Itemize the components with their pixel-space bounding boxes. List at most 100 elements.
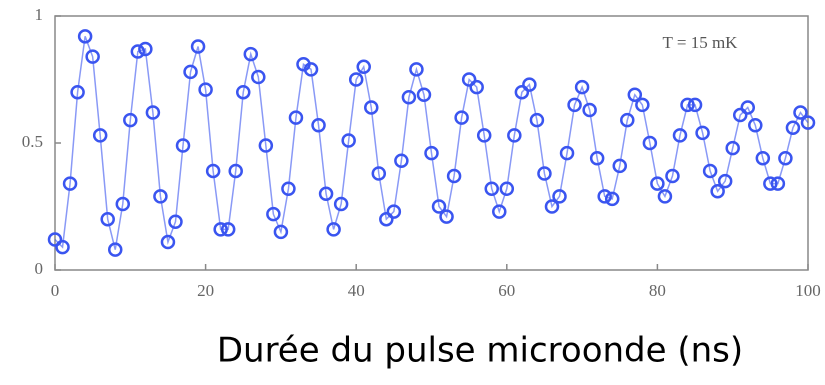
data-point xyxy=(567,97,582,113)
data-point xyxy=(153,189,168,204)
data-point xyxy=(62,176,78,191)
data-point xyxy=(288,110,304,125)
data-point xyxy=(326,222,341,237)
data-point xyxy=(190,39,206,54)
data-point xyxy=(574,79,590,95)
data-point xyxy=(77,29,93,44)
data-point xyxy=(657,189,673,204)
data-point xyxy=(70,84,85,100)
data-point xyxy=(665,168,680,184)
data-point xyxy=(251,69,266,85)
data-point xyxy=(778,150,793,166)
data-point xyxy=(469,79,484,95)
x-axis-label: Durée du pulse microonde (ns) xyxy=(217,331,743,371)
data-point xyxy=(228,163,243,179)
y-tick-label: 0.5 xyxy=(22,132,43,151)
data-point xyxy=(431,199,447,214)
data-point xyxy=(612,158,627,174)
data-point xyxy=(243,46,259,62)
data-point xyxy=(582,102,597,118)
data-point xyxy=(220,222,236,237)
data-point xyxy=(770,176,786,191)
data-point xyxy=(717,173,733,189)
data-point xyxy=(439,209,454,224)
data-point xyxy=(213,222,228,237)
data-point xyxy=(145,105,161,120)
data-point xyxy=(800,115,816,130)
data-point xyxy=(100,211,115,227)
data-point xyxy=(198,82,213,97)
data-point xyxy=(341,133,356,148)
data-point xyxy=(604,191,620,207)
data-point xyxy=(168,214,183,229)
plot-frame xyxy=(54,15,809,271)
data-point xyxy=(793,105,808,120)
data-point xyxy=(183,64,198,80)
data-point xyxy=(454,110,469,125)
data-point xyxy=(303,62,319,77)
x-tick-label: 80 xyxy=(649,281,666,300)
data-point xyxy=(484,181,499,196)
data-point xyxy=(107,242,123,257)
data-point xyxy=(537,166,552,181)
x-tick-label: 60 xyxy=(498,281,515,300)
data-point xyxy=(379,211,394,227)
data-point xyxy=(702,163,718,179)
x-tick-label: 20 xyxy=(197,281,214,300)
data-point xyxy=(635,97,650,113)
data-point xyxy=(281,181,296,196)
data-point xyxy=(748,117,763,133)
data-point xyxy=(364,100,379,115)
data-point xyxy=(476,128,492,143)
data-point xyxy=(266,206,281,222)
data-point xyxy=(348,72,364,87)
data-point xyxy=(695,125,710,141)
data-point xyxy=(687,97,703,113)
data-point xyxy=(650,176,665,191)
data-point xyxy=(627,87,643,102)
data-point xyxy=(552,189,567,204)
data-point xyxy=(755,150,771,166)
data-point xyxy=(236,84,251,100)
data-point xyxy=(461,72,477,87)
data-point xyxy=(85,49,100,64)
data-point xyxy=(725,140,740,156)
data-point xyxy=(529,112,545,128)
data-point xyxy=(371,166,387,181)
data-point xyxy=(559,145,575,161)
y-tick-label: 0 xyxy=(35,259,44,278)
data-point xyxy=(115,196,131,212)
data-point xyxy=(175,138,191,153)
data-point xyxy=(160,234,176,250)
data-point xyxy=(522,77,537,92)
data-point xyxy=(620,112,635,128)
data-point xyxy=(642,135,658,151)
data-point xyxy=(710,184,725,199)
annotation: T = 15 mK xyxy=(663,33,739,52)
data-point xyxy=(589,150,605,166)
data-point xyxy=(740,100,756,115)
data-point xyxy=(138,41,153,57)
data-point xyxy=(424,145,439,161)
data-point xyxy=(386,204,402,219)
data-point xyxy=(318,186,334,202)
data-point xyxy=(130,44,146,59)
data-point xyxy=(680,97,695,113)
data-point xyxy=(394,153,409,169)
data-point xyxy=(499,181,515,196)
x-tick-label: 0 xyxy=(51,281,60,300)
data-point xyxy=(92,128,108,143)
x-tick-label: 40 xyxy=(348,281,365,300)
data-point xyxy=(123,112,138,128)
data-point xyxy=(311,117,326,133)
data-point xyxy=(732,107,748,123)
data-point xyxy=(507,128,522,143)
data-point xyxy=(446,168,462,184)
data-point xyxy=(401,90,417,105)
data-point xyxy=(763,176,778,191)
data-point xyxy=(416,87,432,102)
data-point xyxy=(258,138,274,153)
data-point xyxy=(55,239,70,255)
data-point xyxy=(409,62,424,77)
data-point xyxy=(356,59,371,75)
